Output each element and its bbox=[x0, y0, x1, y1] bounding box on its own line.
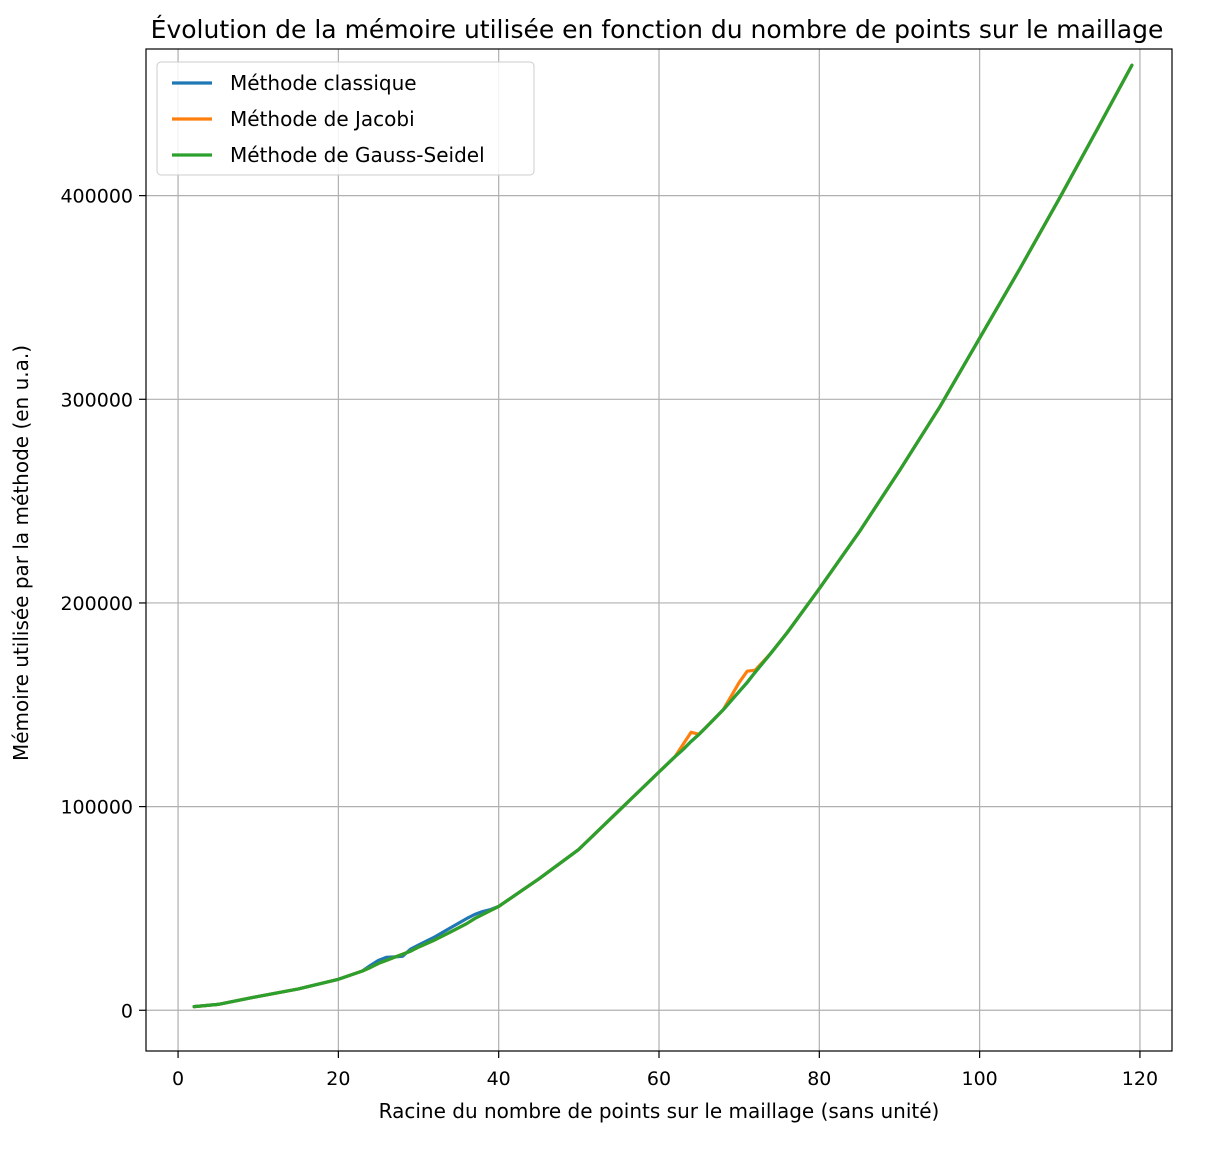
y-tick-label: 200000 bbox=[60, 593, 133, 615]
chart-title: Évolution de la mémoire utilisée en fonc… bbox=[151, 15, 1164, 44]
legend-label: Méthode de Jacobi bbox=[230, 107, 415, 131]
grid bbox=[146, 49, 1172, 1051]
x-tick-label: 60 bbox=[647, 1068, 671, 1090]
y-tick-label: 400000 bbox=[60, 186, 133, 208]
legend: Méthode classique Méthode de Jacobi Méthod… bbox=[156, 61, 535, 176]
y-axis-label: Mémoire utilisée par la méthode (en u.a.… bbox=[9, 345, 33, 761]
legend-box bbox=[156, 61, 535, 176]
x-axis-label: Racine du nombre de points sur le mailla… bbox=[379, 1099, 940, 1123]
x-tick-label: 100 bbox=[961, 1068, 997, 1090]
plot-frame bbox=[145, 48, 1173, 1052]
x-tick-label: 80 bbox=[807, 1068, 831, 1090]
x-tick-label: 20 bbox=[326, 1068, 350, 1090]
series-line-3 bbox=[192, 63, 1134, 1009]
x-tick-label: 0 bbox=[172, 1068, 184, 1090]
y-tick-label: 0 bbox=[121, 1000, 133, 1022]
x-tick-label: 40 bbox=[487, 1068, 511, 1090]
legend-label: Méthode classique bbox=[230, 71, 417, 95]
y-tick-label: 300000 bbox=[60, 389, 133, 411]
y-tick-label: 100000 bbox=[60, 797, 133, 819]
legend-label: Méthode de Gauss-Seidel bbox=[230, 143, 485, 167]
series-lines bbox=[192, 63, 1134, 1009]
x-tick-label: 120 bbox=[1122, 1068, 1158, 1090]
axis-ticks: 0 20 40 60 80 100 120 0 100000 200000 300000 400000 bbox=[60, 186, 1158, 1090]
